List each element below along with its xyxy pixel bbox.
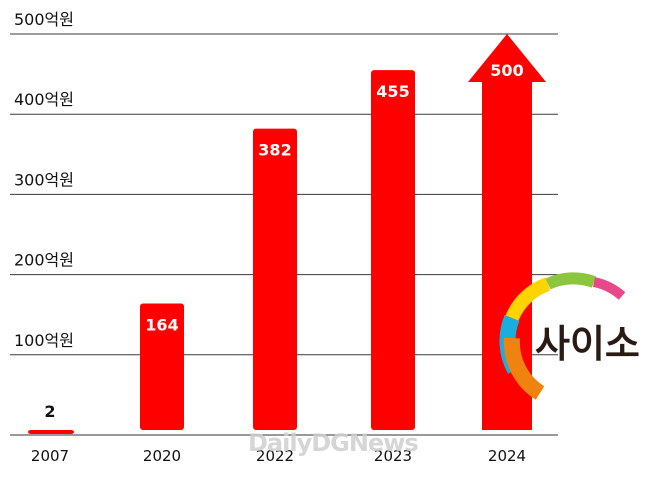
bar-2023 bbox=[371, 70, 415, 430]
logo-text: 사이소 bbox=[535, 322, 640, 366]
value-label: 382 bbox=[258, 141, 291, 160]
logo-arc-green bbox=[545, 272, 597, 290]
y-tick-label: 100억원 bbox=[14, 331, 74, 350]
value-label: 455 bbox=[376, 82, 409, 101]
bar-2007 bbox=[28, 430, 74, 434]
bar-2020 bbox=[140, 303, 184, 430]
y-tick-label: 200억원 bbox=[14, 251, 74, 270]
x-tick-label: 2024 bbox=[488, 447, 526, 465]
saiso-logo: 사이소 bbox=[499, 272, 640, 400]
logo-arc-orange bbox=[503, 337, 545, 400]
x-tick-label: 2020 bbox=[143, 447, 181, 465]
watermark: DailyDGNews bbox=[248, 429, 418, 457]
x-tick-label: 2007 bbox=[31, 447, 69, 465]
x-tick-label: 2023 bbox=[374, 447, 412, 465]
logo-arc-yellow bbox=[505, 277, 551, 321]
y-tick-label: 300억원 bbox=[14, 170, 74, 189]
y-axis-tick-labels: 100억원 200억원 300억원 400억원 500억원 bbox=[14, 10, 74, 350]
bar-2024-arrow bbox=[468, 34, 546, 430]
value-label: 164 bbox=[145, 315, 178, 334]
y-tick-label: 500억원 bbox=[14, 10, 74, 29]
value-label: 500 bbox=[490, 61, 523, 80]
x-tick-label: 2022 bbox=[256, 447, 294, 465]
value-labels: 2 164 382 455 500 bbox=[44, 61, 523, 421]
value-label: 2 bbox=[44, 402, 55, 421]
bars bbox=[28, 34, 546, 434]
logo-arc-pink bbox=[592, 277, 626, 300]
y-tick-label: 400억원 bbox=[14, 90, 74, 109]
bar-2022 bbox=[253, 128, 297, 431]
x-axis-tick-labels: 2007 2020 2022 2023 2024 bbox=[31, 447, 526, 465]
